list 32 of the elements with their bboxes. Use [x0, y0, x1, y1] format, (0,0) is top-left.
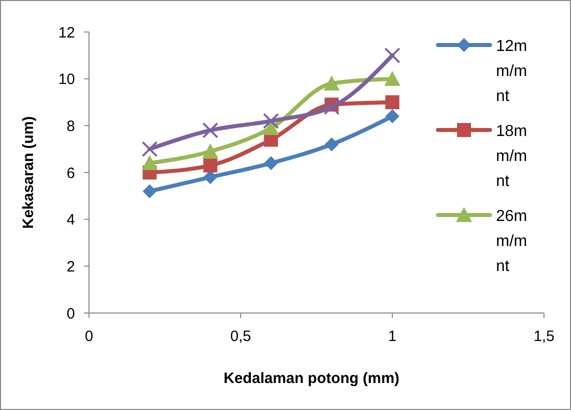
y-tick-label: 0	[66, 305, 75, 322]
y-tick-label: 6	[66, 164, 75, 182]
point	[203, 170, 218, 184]
y-tick-label: 2	[66, 258, 75, 276]
point	[203, 158, 218, 172]
legend-label: 18mm/mnt	[496, 123, 528, 190]
x-tick-label: 1,5	[534, 328, 554, 345]
point	[263, 112, 279, 129]
y-tick-label: 4	[66, 212, 75, 229]
x-axis-title: Kedalaman potong (mm)	[224, 370, 400, 387]
x-tick-label: 0	[84, 328, 94, 345]
legend-label: 12mm/mnt	[496, 38, 528, 105]
point	[384, 70, 400, 86]
point	[384, 47, 400, 64]
y-tick-label: 8	[66, 118, 75, 135]
point	[324, 76, 340, 91]
x-tick-label: 1	[388, 328, 397, 345]
y-axis-title: Kekasaran (um)	[20, 116, 37, 229]
point	[202, 122, 218, 138]
point	[385, 109, 400, 124]
point	[385, 95, 400, 110]
point	[142, 155, 158, 170]
y-tick-label: 10	[58, 71, 75, 88]
x-tick-label: 0,5	[230, 328, 252, 345]
y-tick-label: 12	[58, 24, 75, 42]
point	[264, 156, 278, 170]
point	[324, 98, 340, 115]
point	[202, 143, 218, 158]
point	[324, 137, 339, 152]
point	[142, 141, 158, 158]
legend-label: 26mm/mnt	[496, 208, 528, 275]
point	[142, 184, 157, 198]
